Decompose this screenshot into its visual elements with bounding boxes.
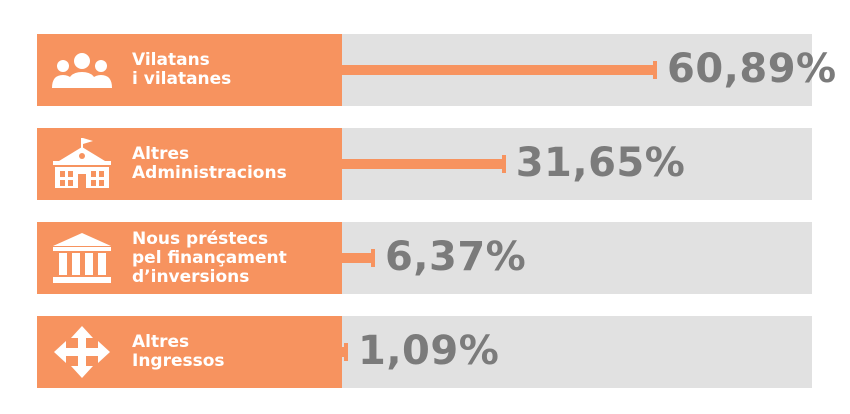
bar-row: Altres Administracions 31,65% [37,128,812,200]
category-label-line: i vilatanes [132,69,232,89]
data-label: 1,09% [358,328,500,374]
people-icon [51,44,113,96]
bar [342,65,657,75]
category-label-box: Nous préstecs pel finançament d’inversions [37,222,342,294]
category-label-line: d’inversions [132,266,250,287]
bar-end-cap [501,155,506,173]
bar-row: Vilatans i vilatanes 60,89% [37,34,836,106]
category-label: Vilatans i vilatanes [132,34,337,106]
category-label: Nous préstecs pel finançament d’inversions [132,222,337,294]
bar-row: Altres Ingressos 1,09% [37,316,812,388]
town-hall-icon [51,138,113,190]
bank-icon [51,232,113,284]
bar-end-cap [370,249,375,267]
data-label: 31,65% [515,140,686,186]
category-label-box: Altres Administracions [37,128,342,200]
bar [342,159,506,169]
category-label-line: Nous préstecs [132,228,269,249]
four-arrows-icon [51,326,113,378]
category-label-box: Altres Ingressos [37,316,342,388]
bar-row: Nous préstecs pel finançament d’inversions… [37,222,812,294]
category-label-line: pel finançament [132,247,287,268]
category-label-line: Altres [132,144,190,164]
category-label: Altres Ingressos [132,316,337,388]
bar-track [342,316,812,388]
category-label-line: Ingressos [132,351,225,371]
data-label: 60,89% [667,46,837,92]
category-label-line: Altres [132,332,190,352]
category-label-box: Vilatans i vilatanes [37,34,342,106]
category-label-line: Administracions [132,163,287,183]
data-label: 6,37% [384,234,527,280]
category-label-line: Vilatans [132,50,210,70]
bar [342,253,375,263]
category-label: Altres Administracions [132,128,337,200]
bar-end-cap [653,61,657,79]
bar-end-cap [344,343,348,361]
bar-track [342,222,812,294]
